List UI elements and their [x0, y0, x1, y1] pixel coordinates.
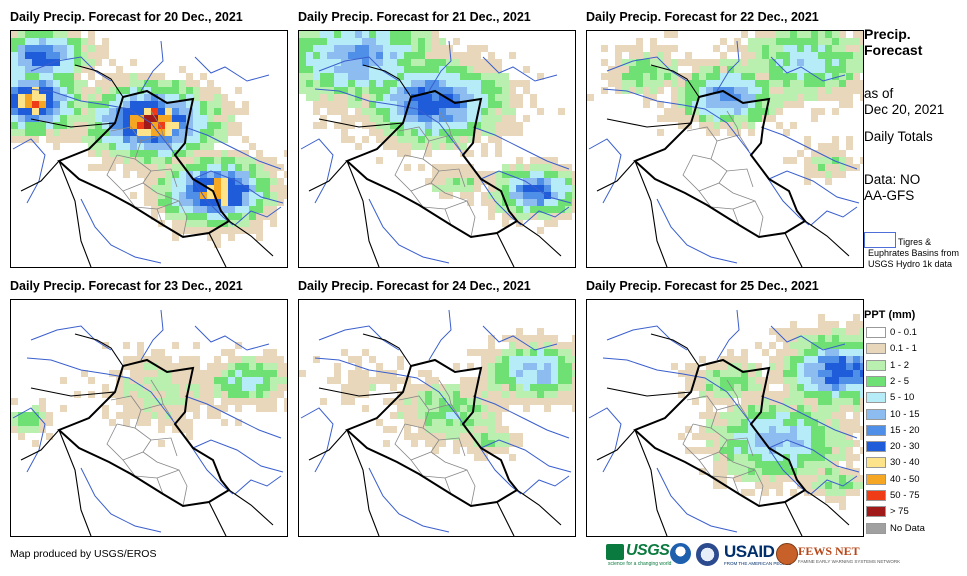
- ppt-class-label: 0.1 - 1: [890, 343, 917, 355]
- ppt-legend-title: PPT (mm): [864, 309, 916, 321]
- forecast-panel-dec-23: Daily Precip. Forecast for 23 Dec., 2021: [10, 279, 288, 539]
- doi-seal-icon: [696, 543, 719, 566]
- as-of-label: as of: [864, 86, 894, 101]
- ppt-class-label: 10 - 15: [890, 408, 920, 420]
- ppt-class-swatch: [866, 359, 886, 371]
- map-lines: [588, 40, 860, 267]
- precip-map[interactable]: [298, 299, 576, 537]
- forecast-panel-dec-25: Daily Precip. Forecast for 25 Dec., 2021: [586, 279, 864, 539]
- panel-title: Daily Precip. Forecast for 24 Dec., 2021: [298, 279, 531, 293]
- legend-title: Precip. Forecast: [864, 26, 923, 58]
- precip-map[interactable]: [10, 30, 288, 268]
- ppt-class-swatch: [866, 441, 886, 453]
- precip-field: [299, 328, 575, 461]
- ppt-class-label: 20 - 30: [890, 441, 920, 453]
- ppt-class-swatch: [866, 375, 886, 387]
- precip-field: [299, 31, 575, 234]
- forecast-panel-dec-24: Daily Precip. Forecast for 24 Dec., 2021: [298, 279, 576, 539]
- ppt-class-label: 40 - 50: [890, 473, 920, 485]
- panel-title: Daily Precip. Forecast for 22 Dec., 2021: [586, 10, 819, 24]
- map-lines: [12, 40, 284, 267]
- map-lines: [300, 40, 572, 267]
- ppt-class-label: 0 - 0.1: [890, 327, 917, 338]
- ppt-class-swatch: [866, 408, 886, 420]
- precip-field: [587, 31, 863, 185]
- map-lines: [588, 309, 860, 536]
- ppt-class-label: > 75: [890, 506, 909, 518]
- ppt-class-label: 1 - 2: [890, 359, 910, 371]
- map-credit: Map produced by USGS/EROS: [10, 548, 157, 560]
- ppt-class-swatch: [866, 457, 886, 469]
- panel-title: Daily Precip. Forecast for 20 Dec., 2021: [10, 10, 243, 24]
- map-lines: [12, 309, 284, 536]
- precip-map[interactable]: [586, 299, 864, 537]
- ppt-class-swatch: [866, 392, 886, 404]
- panel-title: Daily Precip. Forecast for 23 Dec., 2021: [10, 279, 243, 293]
- partner-logos: USGS science for a changing world USAID …: [606, 542, 901, 567]
- precip-map[interactable]: [10, 299, 288, 537]
- forecast-panel-dec-22: Daily Precip. Forecast for 22 Dec., 2021: [586, 10, 864, 270]
- usgs-wave-icon: [606, 544, 624, 560]
- precip-field: [671, 314, 863, 510]
- usaid-logo: USAID FROM THE AMERICAN PEOPLE: [724, 542, 792, 566]
- data-source-label: Data: NOAA-GFS: [864, 172, 921, 203]
- ppt-class-label: No Data: [890, 522, 925, 534]
- ppt-class-label: 50 - 75: [890, 490, 920, 501]
- ppt-class-swatch: [866, 327, 886, 338]
- precip-map[interactable]: [298, 30, 576, 268]
- precip-map[interactable]: [586, 30, 864, 268]
- noaa-seal-icon: [670, 543, 691, 564]
- ppt-class-swatch: [866, 490, 886, 501]
- basin-outline-swatch: [864, 232, 896, 248]
- map-lines: [300, 309, 572, 536]
- ppt-class-label: 30 - 40: [890, 457, 920, 469]
- ppt-class-swatch: [866, 343, 886, 355]
- daily-totals-label: Daily Totals: [864, 129, 933, 144]
- panel-title: Daily Precip. Forecast for 25 Dec., 2021: [586, 279, 819, 293]
- ppt-class-swatch: [866, 424, 886, 436]
- forecast-panel-dec-21: Daily Precip. Forecast for 21 Dec., 2021: [298, 10, 576, 270]
- as-of-date: Dec 20, 2021: [864, 102, 945, 117]
- basin-legend-text: Tigres & Euphrates Basins from USGS Hydr…: [868, 237, 960, 269]
- ppt-class-swatch: [866, 522, 886, 534]
- panel-title: Daily Precip. Forecast for 21 Dec., 2021: [298, 10, 531, 24]
- forecast-panel-dec-20: Daily Precip. Forecast for 20 Dec., 2021: [10, 10, 288, 270]
- ppt-class-label: 15 - 20: [890, 424, 920, 436]
- ppt-class-label: 2 - 5: [890, 375, 910, 387]
- fews-globe-icon: [776, 543, 798, 565]
- ppt-class-label: 5 - 10: [890, 392, 915, 404]
- ppt-class-swatch: [866, 473, 886, 485]
- precip-field: [11, 342, 287, 447]
- ppt-class-swatch: [866, 506, 886, 518]
